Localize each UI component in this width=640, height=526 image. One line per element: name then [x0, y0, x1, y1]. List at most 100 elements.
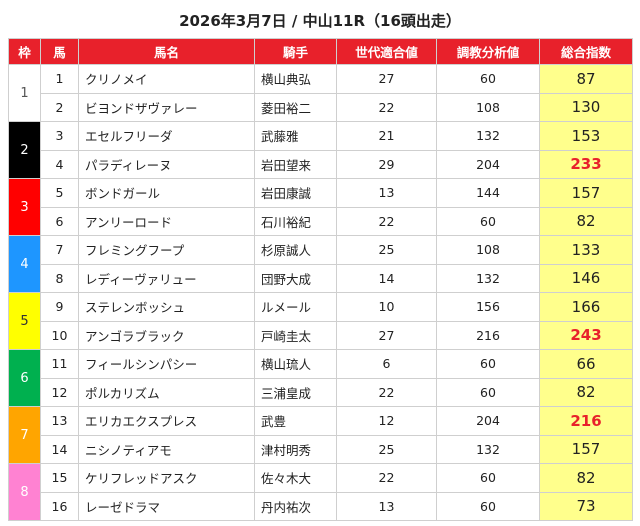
horse-name: ビヨンドザヴァレー	[78, 92, 255, 122]
horse-number: 4	[40, 149, 79, 179]
table-row: 2 3 エセルフリーダ 武藤雅 21 132 153	[8, 121, 633, 179]
horse-name: ニシノティアモ	[78, 434, 255, 464]
horse-name: アンリーロード	[78, 206, 255, 236]
table-row: 8 レディーヴァリュー 団野大成 14 132 146	[9, 263, 633, 293]
aptitude-value: 13	[336, 491, 437, 521]
header-waku: 枠	[8, 38, 41, 65]
horse-number: 7	[40, 235, 79, 265]
table-row: 14 ニシノティアモ 津村明秀 25 132 157	[9, 434, 633, 464]
aptitude-value: 22	[336, 463, 437, 493]
header-row: 枠 馬 馬名 騎手 世代適合値 調教分析値 総合指数	[8, 38, 633, 65]
total-score: 233	[539, 149, 633, 179]
jockey-name: 佐々木大	[254, 463, 337, 493]
aptitude-value: 6	[336, 349, 437, 379]
horse-name: ケリフレッドアスク	[78, 463, 255, 493]
training-value: 108	[436, 92, 540, 122]
horse-number: 15	[40, 463, 79, 493]
horse-name: フィールシンパシー	[78, 349, 255, 379]
table-row: 6 11 フィールシンパシー 横山琉人 6 60 66	[8, 349, 633, 407]
training-value: 144	[436, 178, 540, 208]
jockey-name: 武藤雅	[254, 121, 337, 151]
jockey-name: 津村明秀	[254, 434, 337, 464]
race-index-table: 枠 馬 馬名 騎手 世代適合値 調教分析値 総合指数 1 1 クリノメイ 横山典弘 27…	[8, 38, 633, 521]
aptitude-value: 10	[336, 292, 437, 322]
horse-number: 5	[40, 178, 79, 208]
training-value: 216	[436, 320, 540, 350]
total-score: 82	[539, 206, 633, 236]
table-row: 10 アンゴラブラック 戸崎圭太 27 216 243	[9, 320, 633, 350]
training-value: 60	[436, 64, 540, 94]
header-uma: 馬	[40, 38, 79, 65]
table-row: 2 ビヨンドザヴァレー 菱田裕二 22 108 130	[9, 92, 633, 122]
horse-name: ボンドガール	[78, 178, 255, 208]
horse-name: クリノメイ	[78, 64, 255, 94]
total-score: 130	[539, 92, 633, 122]
horse-number: 1	[40, 64, 79, 94]
waku-cell: 4	[8, 235, 41, 293]
training-value: 204	[436, 149, 540, 179]
horse-name: ステレンボッシュ	[78, 292, 255, 322]
header-name: 馬名	[78, 38, 255, 65]
table-row: 12 ポルカリズム 三浦皇成 22 60 82	[9, 377, 633, 407]
horse-name: ポルカリズム	[78, 377, 255, 407]
header-score: 総合指数	[539, 38, 633, 65]
horse-number: 10	[40, 320, 79, 350]
horse-name: レディーヴァリュー	[78, 263, 255, 293]
jockey-name: 横山典弘	[254, 64, 337, 94]
aptitude-value: 21	[336, 121, 437, 151]
training-value: 108	[436, 235, 540, 265]
table-row: 4 パラディレーヌ 岩田望来 29 204 233	[9, 149, 633, 179]
jockey-name: 団野大成	[254, 263, 337, 293]
waku-cell: 3	[8, 178, 41, 236]
total-score: 153	[539, 121, 633, 151]
aptitude-value: 22	[336, 377, 437, 407]
jockey-name: 丹内祐次	[254, 491, 337, 521]
horse-number: 9	[40, 292, 79, 322]
training-value: 60	[436, 491, 540, 521]
horse-name: パラディレーヌ	[78, 149, 255, 179]
training-value: 132	[436, 434, 540, 464]
training-value: 60	[436, 349, 540, 379]
training-value: 60	[436, 463, 540, 493]
table-row: 1 1 クリノメイ 横山典弘 27 60 87	[8, 64, 633, 122]
training-value: 60	[436, 377, 540, 407]
header-training: 調教分析値	[436, 38, 540, 65]
jockey-name: 杉原誠人	[254, 235, 337, 265]
waku-cell: 8	[8, 463, 41, 521]
horse-number: 14	[40, 434, 79, 464]
aptitude-value: 13	[336, 178, 437, 208]
horse-name: エセルフリーダ	[78, 121, 255, 151]
jockey-name: 菱田裕二	[254, 92, 337, 122]
training-value: 132	[436, 263, 540, 293]
horse-number: 8	[40, 263, 79, 293]
table-row: 7 13 エリカエクスプレス 武豊 12 204 216	[8, 406, 633, 464]
jockey-name: 石川裕紀	[254, 206, 337, 236]
horse-name: フレミングフープ	[78, 235, 255, 265]
header-aptitude: 世代適合値	[336, 38, 437, 65]
jockey-name: 三浦皇成	[254, 377, 337, 407]
horse-number: 6	[40, 206, 79, 236]
table-row: 8 15 ケリフレッドアスク 佐々木大 22 60 82	[8, 463, 633, 521]
horse-name: アンゴラブラック	[78, 320, 255, 350]
total-score: 157	[539, 178, 633, 208]
aptitude-value: 22	[336, 206, 437, 236]
horse-number: 13	[40, 406, 79, 436]
waku-cell: 1	[8, 64, 41, 122]
page-title: 2026年3月7日 / 中山11R（16頭出走）	[179, 12, 461, 30]
total-score: 216	[539, 406, 633, 436]
table-row: 6 アンリーロード 石川裕紀 22 60 82	[9, 206, 633, 236]
training-value: 156	[436, 292, 540, 322]
waku-cell: 6	[8, 349, 41, 407]
horse-number: 16	[40, 491, 79, 521]
jockey-name: ルメール	[254, 292, 337, 322]
jockey-name: 武豊	[254, 406, 337, 436]
jockey-name: 戸崎圭太	[254, 320, 337, 350]
horse-number: 2	[40, 92, 79, 122]
table-row: 4 7 フレミングフープ 杉原誠人 25 108 133	[8, 235, 633, 293]
table-row: 3 5 ボンドガール 岩田康誠 13 144 157	[8, 178, 633, 236]
horse-number: 12	[40, 377, 79, 407]
horse-number: 3	[40, 121, 79, 151]
waku-cell: 5	[8, 292, 41, 350]
training-value: 204	[436, 406, 540, 436]
total-score: 157	[539, 434, 633, 464]
